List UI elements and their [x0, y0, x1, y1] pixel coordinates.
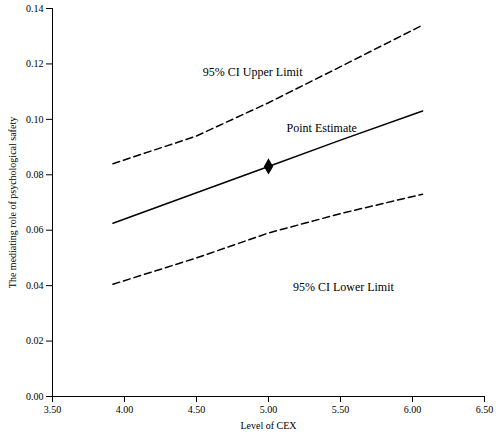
svg-text:0.06: 0.06	[26, 224, 44, 235]
svg-text:95% CI Lower Limit: 95% CI Lower Limit	[293, 280, 395, 294]
svg-text:0.14: 0.14	[26, 3, 44, 14]
svg-text:0.10: 0.10	[26, 114, 44, 125]
svg-text:6.00: 6.00	[404, 404, 422, 415]
svg-text:0.08: 0.08	[26, 169, 44, 180]
svg-text:3.50: 3.50	[44, 404, 62, 415]
svg-text:0.12: 0.12	[26, 58, 44, 69]
svg-text:5.50: 5.50	[332, 404, 350, 415]
svg-text:0.00: 0.00	[26, 391, 44, 402]
svg-text:6.50: 6.50	[476, 404, 494, 415]
svg-text:Point Estimate: Point Estimate	[287, 121, 357, 135]
svg-text:Level of CEX: Level of CEX	[240, 420, 297, 431]
svg-text:95% CI Upper Limit: 95% CI Upper Limit	[203, 65, 303, 79]
svg-text:The mediating role of psycholo: The mediating role of psychological safe…	[7, 117, 18, 288]
svg-text:0.02: 0.02	[26, 335, 44, 346]
svg-text:4.50: 4.50	[188, 404, 206, 415]
svg-text:4.00: 4.00	[116, 404, 134, 415]
svg-text:0.04: 0.04	[26, 280, 44, 291]
svg-text:5.00: 5.00	[260, 404, 278, 415]
